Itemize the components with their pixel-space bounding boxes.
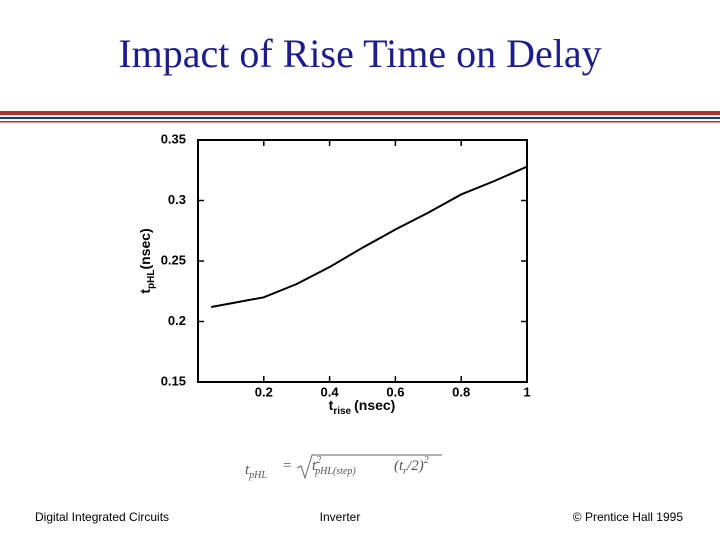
- plot-frame: [197, 139, 528, 383]
- rule-red-thin: [0, 121, 720, 123]
- formula-term1: t2 pHL(step): [312, 455, 356, 477]
- x-tick-label: 0.2: [255, 384, 273, 399]
- y-tick-label: 0.2: [168, 313, 186, 328]
- plot: 0.15 0.2 0.25 0.3 0.35 0.2 0.4 0.6 0.8 1: [161, 131, 531, 399]
- y-tick-label: 0.3: [168, 192, 186, 207]
- footer-left: Digital Integrated Circuits: [35, 510, 169, 524]
- rule-blue: [0, 117, 720, 119]
- x-tick-label: 0.6: [386, 384, 404, 399]
- formula-term2: (tr/2)2: [394, 455, 429, 477]
- formula: tpHL = t2 pHL(step) (tr/2)2: [245, 454, 442, 481]
- y-tick-label: 0.35: [161, 131, 186, 146]
- sqrt-sign: [296, 454, 442, 480]
- y-axis-label: tpHL(nsec): [137, 228, 157, 293]
- slide-title: Impact of Rise Time on Delay: [118, 31, 601, 76]
- y-tick-label: 0.25: [161, 252, 186, 267]
- x-tick-label: 0.8: [452, 384, 470, 399]
- rule-red: [0, 111, 720, 115]
- y-tick-label: 0.15: [161, 373, 186, 388]
- footer-center: Inverter: [320, 510, 361, 524]
- x-axis-label: trise (nsec): [329, 397, 396, 417]
- x-tick-label: 1: [523, 384, 530, 399]
- formula-eq: =: [283, 458, 291, 474]
- x-tick-label: 0.4: [321, 384, 340, 399]
- data-line: [210, 165, 528, 308]
- footer-right: © Prentice Hall 1995: [573, 510, 684, 524]
- formula-lhs: tpHL: [245, 462, 267, 481]
